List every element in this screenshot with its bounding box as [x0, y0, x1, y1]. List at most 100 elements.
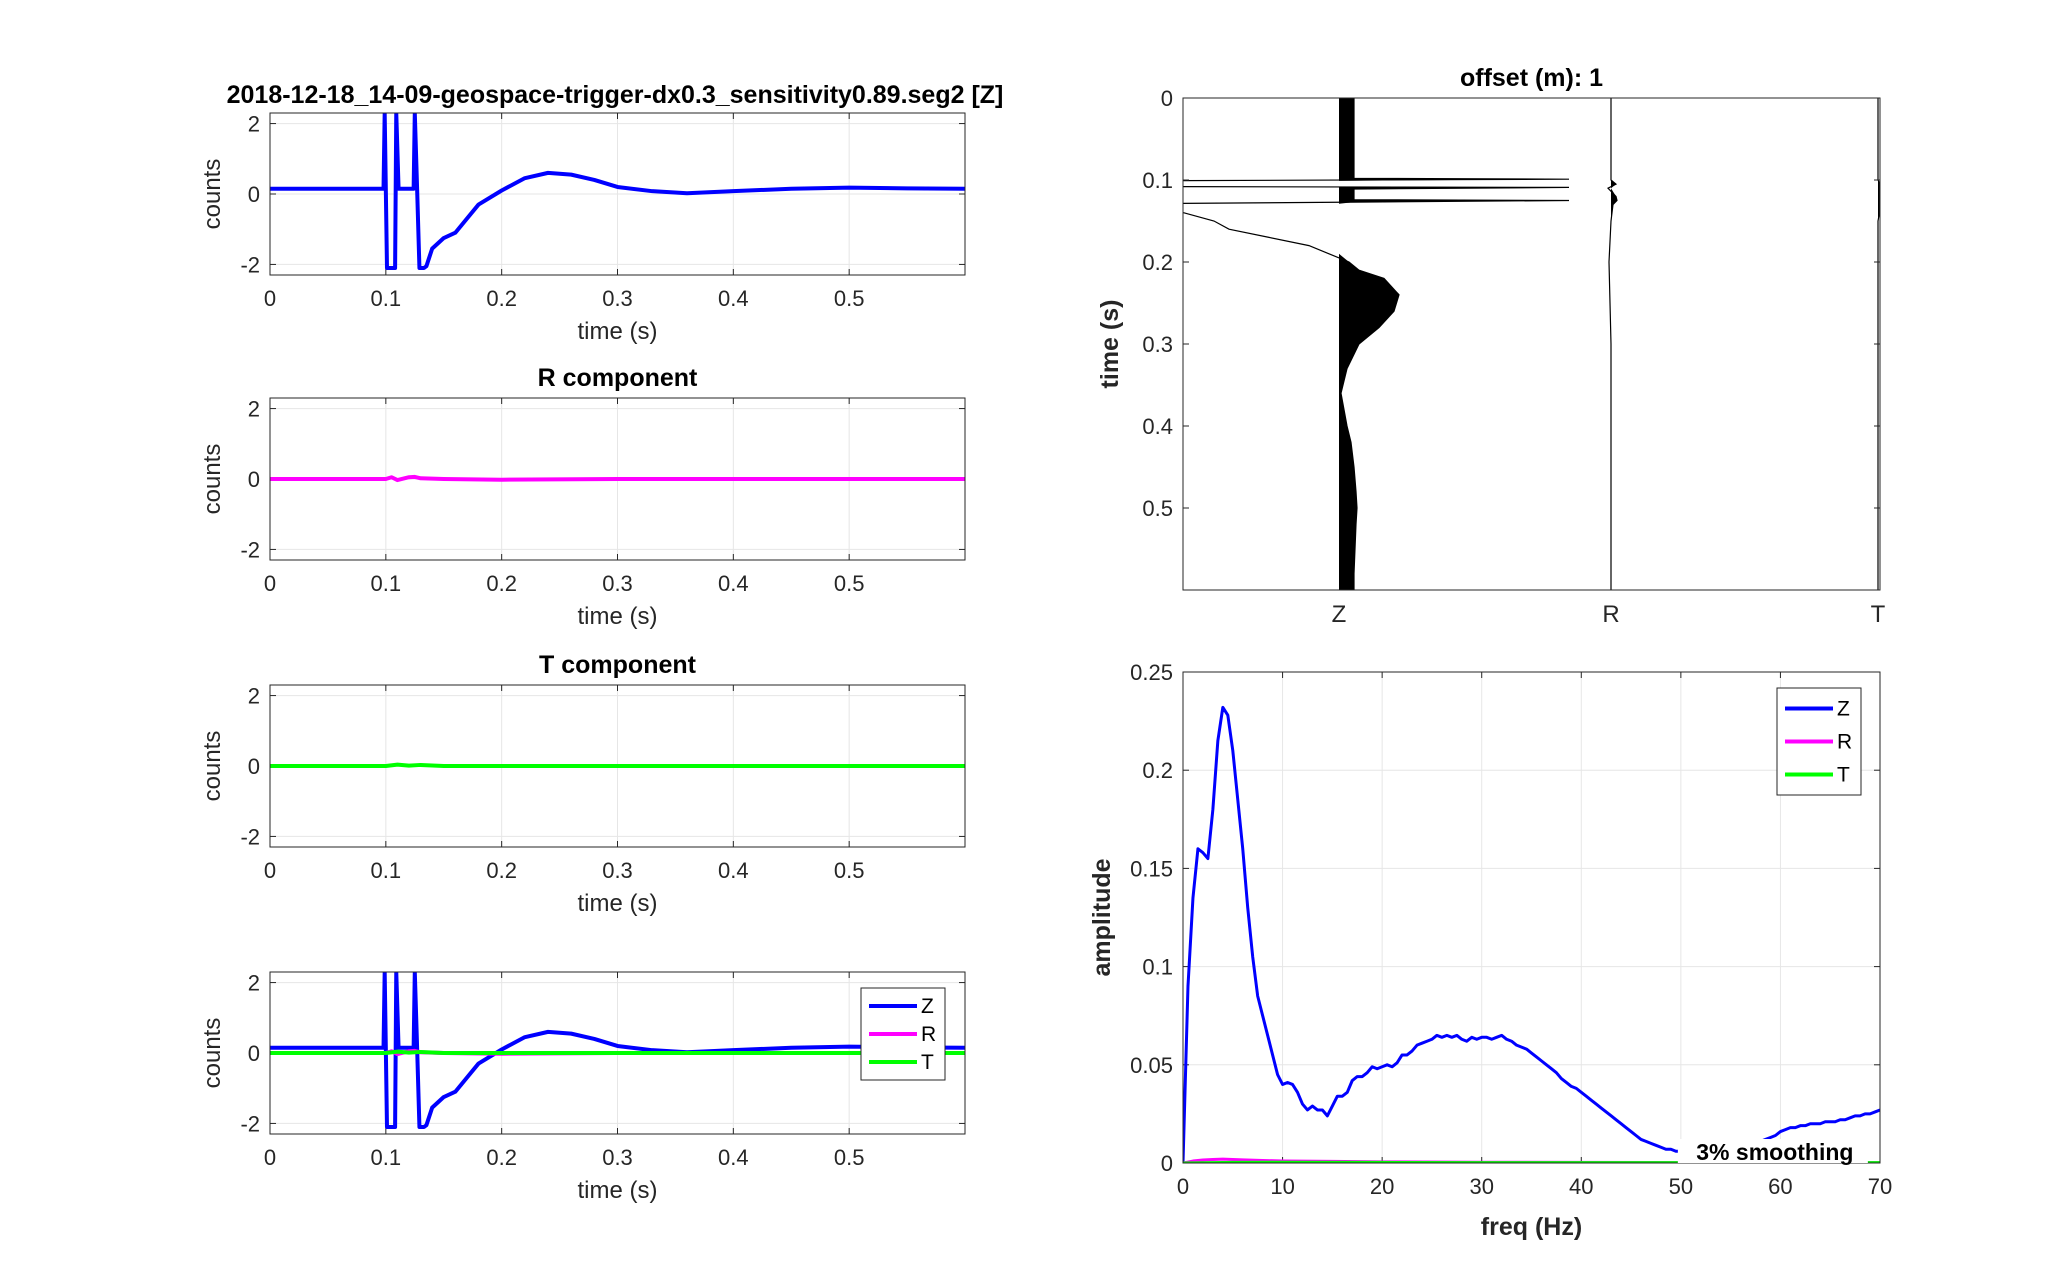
series-line-t — [270, 762, 965, 768]
x-tick-label: 10 — [1270, 1174, 1294, 1199]
x-tick-label: 0.2 — [486, 858, 517, 883]
x-axis-label: time (s) — [578, 890, 658, 917]
x-tick-label: 0.5 — [834, 1145, 865, 1170]
x-tick-label: 0.3 — [602, 1145, 633, 1170]
plot-title: T component — [539, 651, 697, 679]
y-tick-label: 0.1 — [1142, 955, 1173, 980]
y-tick-label: 0.1 — [1142, 168, 1173, 193]
x-tick-label: 0.2 — [486, 1145, 517, 1170]
y-tick-label: 0.15 — [1130, 856, 1173, 881]
axes-frame — [269, 971, 966, 1135]
y-tick-label: 0 — [1161, 1151, 1173, 1176]
x-tick-label: 0 — [1177, 1174, 1189, 1199]
figure-title: 2018-12-18_14-09-geospace-trigger-dx0.3_… — [227, 81, 1004, 109]
x-category-label: Z — [1332, 601, 1347, 628]
x-tick-label: 0.4 — [718, 571, 749, 596]
x-tick-label: 40 — [1569, 1174, 1593, 1199]
legend-label-r: R — [921, 1023, 936, 1046]
plot-title: R component — [538, 364, 698, 392]
x-tick-label: 0.4 — [718, 858, 749, 883]
x-tick-label: 0.2 — [486, 286, 517, 311]
x-tick-label: 0 — [264, 858, 276, 883]
y-tick-label: -2 — [240, 537, 260, 562]
x-tick-label: 0.1 — [371, 286, 402, 311]
x-tick-label: 0 — [264, 571, 276, 596]
y-axis-label: counts — [199, 159, 226, 230]
x-tick-label: 0.5 — [834, 858, 865, 883]
plot-background — [1183, 98, 1880, 590]
y-axis-label: counts — [199, 444, 226, 515]
y-tick-label: 2 — [248, 112, 260, 137]
x-tick-label: 0.1 — [371, 1145, 402, 1170]
y-tick-label: 0.25 — [1130, 660, 1173, 685]
y-axis-label: counts — [199, 1018, 226, 1089]
y-tick-label: 0 — [248, 467, 260, 492]
x-axis-label: time (s) — [578, 318, 658, 345]
x-tick-label: 50 — [1669, 1174, 1693, 1199]
y-tick-label: 0 — [1161, 86, 1173, 111]
plot-wiggle-section: Z R T 0 0.1 0.2 0.3 0.4 0.5 offset (m): 1 time (s) — [1096, 64, 1886, 628]
y-tick-label: 0 — [248, 1041, 260, 1066]
y-tick-label: -2 — [240, 824, 260, 849]
series-line-r — [270, 474, 965, 483]
series-line-t — [270, 1049, 965, 1055]
x-tick-label: 0 — [264, 1145, 276, 1170]
y-tick-label: 2 — [248, 397, 260, 422]
y-axis-label: time (s) — [1096, 300, 1124, 389]
x-tick-label: 20 — [1370, 1174, 1394, 1199]
x-tick-label: 30 — [1469, 1174, 1493, 1199]
x-category-label: R — [1602, 601, 1619, 628]
y-tick-label: 0.3 — [1142, 332, 1173, 357]
legend-label-t: T — [921, 1051, 934, 1074]
trace-line-r — [1607, 98, 1618, 590]
x-category-label: T — [1871, 601, 1886, 628]
x-axis-label: freq (Hz) — [1481, 1213, 1582, 1241]
y-axis-label: amplitude — [1088, 858, 1116, 976]
x-tick-label: 0.4 — [718, 286, 749, 311]
x-tick-label: 60 — [1768, 1174, 1792, 1199]
smoothing-annotation: 3% smoothing — [1696, 1139, 1853, 1165]
x-tick-label: 0.2 — [486, 571, 517, 596]
y-tick-label: 0 — [248, 182, 260, 207]
axes-frame — [1182, 97, 1881, 591]
y-axis-label: counts — [199, 731, 226, 802]
y-tick-label: 2 — [248, 971, 260, 996]
plot-background — [1183, 672, 1880, 1163]
plot-title: offset (m): 1 — [1460, 64, 1603, 92]
x-tick-label: 0.3 — [602, 286, 633, 311]
trace-fill-r — [1611, 98, 1617, 590]
x-tick-label: 0.3 — [602, 858, 633, 883]
x-axis-label: time (s) — [578, 1177, 658, 1204]
y-tick-label: 0.5 — [1142, 496, 1173, 521]
y-tick-label: 2 — [248, 684, 260, 709]
x-tick-label: 0.1 — [371, 858, 402, 883]
y-tick-label: 0.05 — [1130, 1053, 1173, 1078]
x-tick-label: 70 — [1868, 1174, 1892, 1199]
legend-label-t: T — [1837, 764, 1850, 787]
plot-spectrum: 0 10 20 30 40 50 60 70 0 0.05 0.1 0.15 0.2 0.25 freq (… — [1088, 660, 1892, 1241]
series-line-z — [270, 113, 965, 270]
y-tick-label: -2 — [240, 252, 260, 277]
axes-frame — [1182, 671, 1881, 1164]
y-tick-label: 0.4 — [1142, 414, 1173, 439]
x-axis-label: time (s) — [578, 603, 658, 630]
axes-frame — [269, 684, 966, 848]
x-tick-label: 0.3 — [602, 571, 633, 596]
y-tick-label: 0 — [248, 754, 260, 779]
x-tick-label: 0 — [264, 286, 276, 311]
legend-label-z: Z — [1837, 698, 1850, 721]
axes-frame — [269, 112, 966, 276]
x-tick-label: 0.4 — [718, 1145, 749, 1170]
y-tick-label: 0.2 — [1142, 758, 1173, 783]
x-tick-label: 0.5 — [834, 286, 865, 311]
y-tick-label: -2 — [240, 1111, 260, 1136]
legend-label-r: R — [1837, 731, 1852, 754]
x-tick-label: 0.5 — [834, 571, 865, 596]
annotation-background — [1677, 1139, 1868, 1163]
trace-line-z — [1183, 98, 1570, 590]
